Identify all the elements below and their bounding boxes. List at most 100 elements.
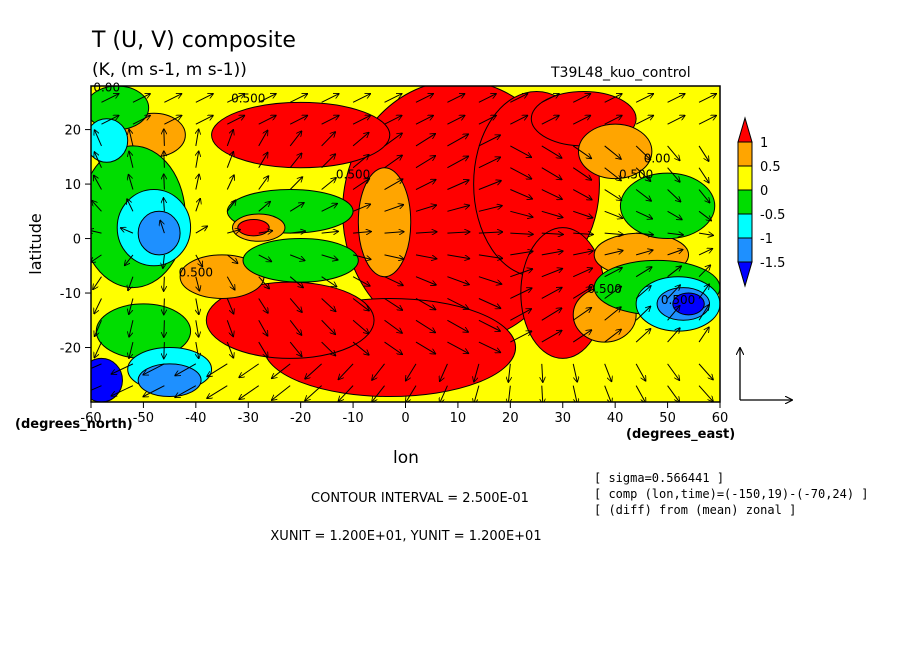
wind-vector xyxy=(447,180,469,190)
wind-vector xyxy=(338,385,354,402)
wind-vector xyxy=(667,115,685,125)
wind-vector xyxy=(604,250,623,256)
contour-label: 0.500 xyxy=(231,91,265,105)
wind-vector xyxy=(604,167,622,181)
wind-vector xyxy=(478,341,501,352)
wind-vector xyxy=(111,385,134,396)
wind-vector xyxy=(478,206,502,212)
wind-vector xyxy=(290,254,305,261)
wind-vector xyxy=(352,254,371,260)
contour-label: 0.500 xyxy=(661,293,695,307)
wind-vector xyxy=(635,94,653,103)
wind-vector xyxy=(196,298,199,314)
wind-vector xyxy=(572,167,591,180)
wind-vector xyxy=(698,363,713,380)
wind-vector xyxy=(667,249,683,256)
wind-vector xyxy=(353,232,371,234)
wind-vector xyxy=(635,210,652,219)
wind-vector xyxy=(94,298,102,313)
wind-vector xyxy=(352,276,370,286)
wind-vector xyxy=(474,363,480,382)
wind-vector xyxy=(289,341,302,356)
wind-vector xyxy=(667,94,685,103)
wind-vector xyxy=(541,233,563,234)
wind-vector xyxy=(698,145,709,161)
wind-vector xyxy=(541,308,562,321)
wind-vector xyxy=(698,210,711,220)
wind-vector xyxy=(92,201,102,212)
wind-vector xyxy=(321,319,336,334)
wind-vector xyxy=(196,129,199,147)
wind-vector xyxy=(321,115,339,125)
wind-vector xyxy=(352,94,370,103)
wind-vector xyxy=(572,330,591,343)
wind-vector xyxy=(447,134,468,147)
wind-vector xyxy=(698,305,709,321)
wind-vector xyxy=(667,189,681,202)
wind-vector xyxy=(415,156,435,169)
wind-vector xyxy=(698,94,716,103)
x-unit-label: (degrees_east) xyxy=(626,427,735,442)
field-blob xyxy=(242,238,359,283)
wind-vector xyxy=(121,228,134,234)
wind-vector xyxy=(128,276,134,291)
wind-vector xyxy=(352,115,370,125)
wind-vector xyxy=(541,115,559,125)
wind-vector xyxy=(698,327,709,343)
wind-vector xyxy=(508,363,510,382)
field-blob xyxy=(619,172,716,240)
contour-label: 0.500 xyxy=(588,282,622,296)
wind-vector xyxy=(196,320,199,337)
wind-vector xyxy=(207,363,228,377)
colorbar-segment xyxy=(737,189,753,215)
wind-vector xyxy=(667,145,680,161)
wind-vector xyxy=(698,249,712,256)
contour-interval-text: CONTOUR INTERVAL = 2.500E-01 xyxy=(311,491,529,506)
wind-vector xyxy=(321,231,339,233)
wind-vector xyxy=(94,341,102,358)
y-tick-label: -20 xyxy=(60,342,81,357)
wind-vector xyxy=(321,298,336,311)
wind-vector xyxy=(163,254,165,268)
wind-vector xyxy=(91,385,102,391)
colorbar-label: -1 xyxy=(760,232,773,247)
wind-vector xyxy=(635,189,651,202)
y-tick-label: 0 xyxy=(73,233,81,248)
wind-vector xyxy=(415,134,435,147)
wind-vector xyxy=(338,363,354,380)
wind-vector xyxy=(406,385,417,402)
wind-vector xyxy=(415,180,436,190)
wind-vector xyxy=(635,363,646,381)
wind-vector xyxy=(635,385,646,402)
wind-vector xyxy=(164,115,181,125)
wind-vector xyxy=(667,385,680,402)
wind-vector xyxy=(289,298,302,312)
wind-vector xyxy=(258,176,269,190)
wind-vector xyxy=(572,363,577,382)
wind-vector xyxy=(384,319,403,333)
wind-vector xyxy=(510,309,531,321)
wind-vector xyxy=(604,115,622,125)
wind-vector xyxy=(195,115,213,125)
wind-vector xyxy=(384,179,403,190)
wind-vector xyxy=(289,276,303,288)
wind-vector xyxy=(667,306,680,321)
wind-vector xyxy=(667,210,683,219)
wind-vector xyxy=(129,320,134,337)
y-tick-label: 10 xyxy=(64,178,81,193)
wind-vector xyxy=(352,204,370,212)
wind-vector xyxy=(129,151,134,168)
wind-vector xyxy=(510,94,527,103)
contour-label: 0.500 xyxy=(619,168,653,182)
wind-vector xyxy=(384,133,403,147)
wind-vector xyxy=(604,145,621,159)
wind-vector xyxy=(195,94,213,103)
wind-vector xyxy=(258,152,268,168)
field-blob xyxy=(211,101,391,169)
wind-vector xyxy=(93,276,102,290)
wind-vector xyxy=(541,94,559,103)
wind-vector xyxy=(101,94,118,103)
wind-vector xyxy=(635,145,650,160)
wind-vector xyxy=(352,178,369,190)
reference-vector xyxy=(740,348,792,400)
